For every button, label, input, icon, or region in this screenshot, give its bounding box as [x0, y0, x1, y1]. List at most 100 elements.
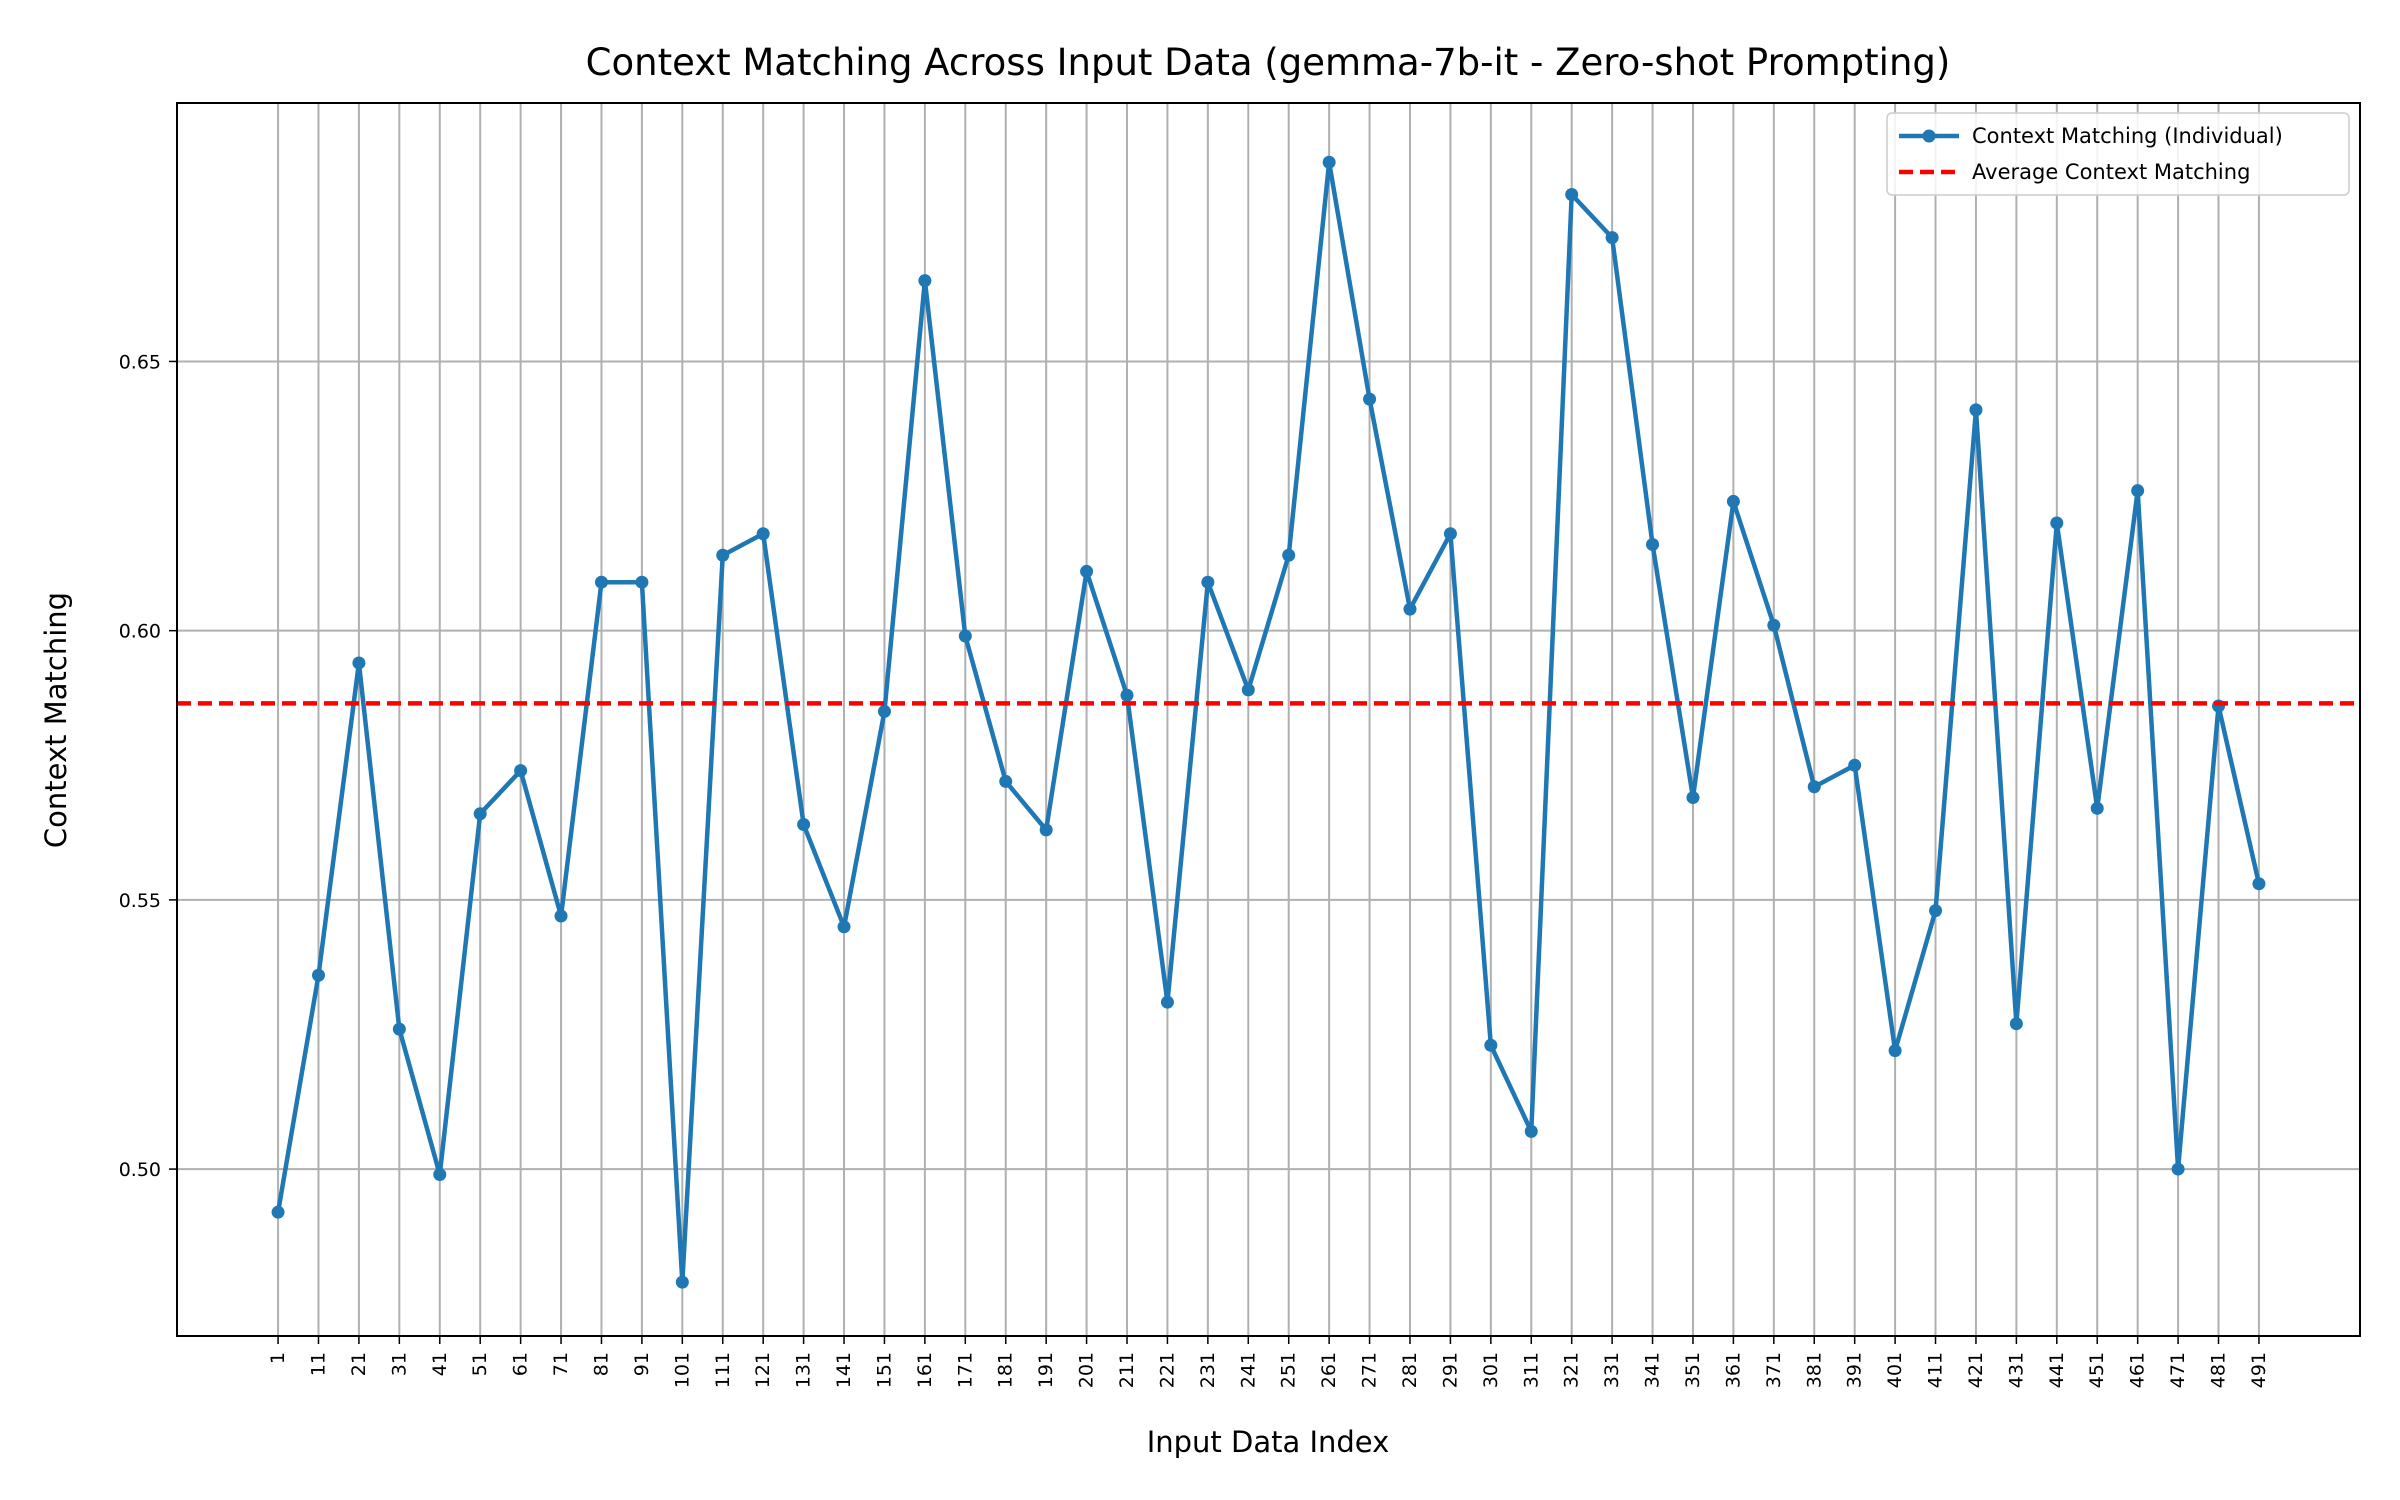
- data-point: [2009, 1017, 2023, 1031]
- x-tick-label: 221: [1156, 1352, 1178, 1388]
- legend-label-average: Average Context Matching: [1972, 160, 2250, 184]
- legend-label-individual: Context Matching (Individual): [1972, 124, 2283, 148]
- data-point: [797, 817, 811, 831]
- x-tick-label: 111: [712, 1352, 734, 1388]
- x-tick-label: 11: [307, 1352, 329, 1376]
- data-point: [1241, 683, 1255, 697]
- x-tick-label: 411: [1925, 1352, 1947, 1388]
- x-tick-label: 331: [1601, 1352, 1623, 1388]
- data-point: [716, 548, 730, 562]
- x-tick-label: 291: [1439, 1352, 1461, 1388]
- data-point: [2090, 801, 2104, 815]
- data-point: [1282, 548, 1296, 562]
- plot-frame: [176, 102, 2361, 1337]
- x-tick-label: 211: [1116, 1352, 1138, 1388]
- data-point: [392, 1022, 406, 1036]
- x-tick-label: 391: [1844, 1352, 1866, 1388]
- x-tick-label: 191: [1035, 1352, 1057, 1388]
- y-tick-label: 0.65: [119, 351, 161, 373]
- x-tick-label: 471: [2167, 1352, 2189, 1388]
- x-tick-label: 161: [914, 1352, 936, 1388]
- data-point: [958, 629, 972, 643]
- data-point: [1524, 1124, 1538, 1138]
- x-tick-label: 351: [1682, 1352, 1704, 1388]
- chart-title: Context Matching Across Input Data (gemm…: [586, 41, 1951, 84]
- x-tick-label: 201: [1076, 1352, 1098, 1388]
- x-tick-label: 431: [2005, 1352, 2027, 1388]
- data-point: [1201, 575, 1215, 589]
- x-tick-label: 381: [1803, 1352, 1825, 1388]
- legend-marker-individual: [1922, 129, 1936, 143]
- data-point: [433, 1167, 447, 1181]
- x-tick-label: 71: [550, 1352, 572, 1376]
- x-tick-label: 81: [590, 1352, 612, 1376]
- data-point: [554, 909, 568, 923]
- x-tick-label: 481: [2208, 1352, 2230, 1388]
- y-axis-label: Context Matching: [39, 592, 73, 848]
- legend-box: [1886, 112, 2350, 196]
- data-point: [1929, 904, 1943, 918]
- data-point: [1888, 1044, 1902, 1058]
- y-tick-label: 0.55: [119, 890, 161, 912]
- data-point: [1686, 791, 1700, 805]
- x-tick-label: 151: [873, 1352, 895, 1388]
- x-tick-label: 361: [1722, 1352, 1744, 1388]
- y-tick-label: 0.60: [119, 621, 161, 643]
- data-point: [1646, 538, 1660, 552]
- data-point: [1322, 155, 1336, 169]
- x-tick-label: 131: [793, 1352, 815, 1388]
- series-line: [275, 159, 2262, 1285]
- x-tick-label: 281: [1399, 1352, 1421, 1388]
- x-tick-label: 321: [1561, 1352, 1583, 1388]
- data-point: [877, 704, 891, 718]
- data-point: [2050, 516, 2064, 530]
- data-point: [1605, 231, 1619, 245]
- x-tick-label: 241: [1237, 1352, 1259, 1388]
- data-point: [473, 807, 487, 821]
- data-point: [514, 764, 528, 778]
- x-axis-label: Input Data Index: [1147, 1425, 1390, 1459]
- data-point: [1120, 688, 1134, 702]
- x-tick-label: 271: [1359, 1352, 1381, 1388]
- y-tick-label: 0.50: [119, 1159, 161, 1181]
- x-tick-label: 461: [2127, 1352, 2149, 1388]
- x-tick-label: 121: [752, 1352, 774, 1388]
- x-tick-label: 261: [1318, 1352, 1340, 1388]
- x-tick-label: 141: [833, 1352, 855, 1388]
- data-point: [1848, 758, 1862, 772]
- x-tick-label: 301: [1480, 1352, 1502, 1388]
- data-point: [271, 1205, 285, 1219]
- x-tick-label: 1: [267, 1352, 289, 1364]
- x-tick-label: 61: [510, 1352, 532, 1376]
- data-point: [1726, 494, 1740, 508]
- x-tick-label: 441: [2046, 1352, 2068, 1388]
- data-point: [311, 968, 325, 982]
- data-point: [999, 774, 1013, 788]
- x-tick-label: 341: [1642, 1352, 1664, 1388]
- x-tick-label: 41: [429, 1352, 451, 1376]
- data-point: [1807, 780, 1821, 794]
- x-tick-label: 51: [469, 1352, 491, 1376]
- x-tick-label: 371: [1763, 1352, 1785, 1388]
- data-point: [1443, 527, 1457, 541]
- x-tick-label: 171: [954, 1352, 976, 1388]
- x-tick-label: 401: [1884, 1352, 1906, 1388]
- x-tick-label: 21: [348, 1352, 370, 1376]
- x-tick-label: 451: [2086, 1352, 2108, 1388]
- x-tick-label: 421: [1965, 1352, 1987, 1388]
- data-point: [2171, 1162, 2185, 1176]
- data-point: [1767, 618, 1781, 632]
- data-point: [352, 656, 366, 670]
- data-point: [756, 527, 770, 541]
- y-ticks: 0.50 0.55 0.60 0.65: [119, 351, 177, 1181]
- x-tick-label: 311: [1520, 1352, 1542, 1388]
- x-tick-label: 231: [1197, 1352, 1219, 1388]
- data-point: [918, 274, 932, 288]
- x-tick-label: 491: [2248, 1352, 2270, 1388]
- data-point: [837, 920, 851, 934]
- x-tick-label: 31: [388, 1352, 410, 1376]
- data-point: [1484, 1038, 1498, 1052]
- data-point: [1565, 188, 1579, 202]
- data-point: [1080, 564, 1094, 578]
